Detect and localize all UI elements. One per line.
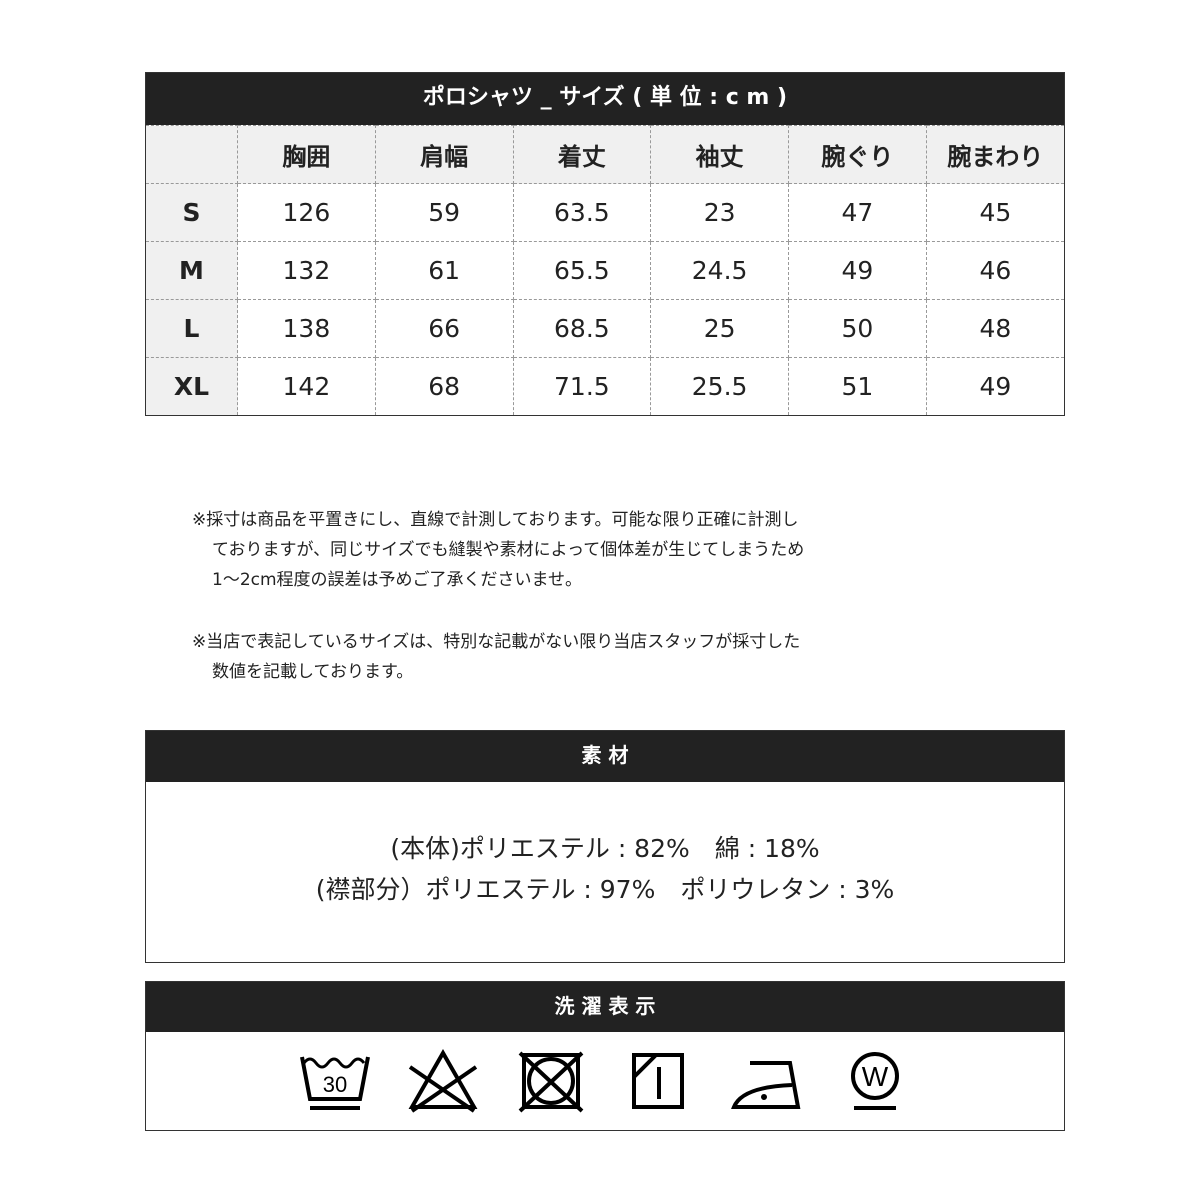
size-table-title: ポロシャツ _ サイズ ( 単 位 : c m ) — [146, 73, 1064, 125]
header-row: 胸囲 肩幅 着丈 袖丈 腕ぐり 腕まわり — [146, 125, 1064, 184]
iron-low-icon — [731, 1061, 801, 1109]
size-label: S — [146, 183, 238, 242]
table-cell: 138 — [237, 299, 376, 358]
wash-30-gentle-icon: 30 — [300, 1056, 370, 1110]
table-cell: 66 — [374, 299, 514, 358]
table-cell: 49 — [925, 357, 1064, 415]
table-cell: 23 — [650, 183, 789, 242]
note-line: 1～2cm程度の誤差は予めご了承くださいませ。 — [212, 570, 583, 590]
table-row: L 138 66 68.5 25 50 48 — [146, 299, 1064, 358]
shade-drip-dry-icon — [632, 1053, 684, 1109]
svg-text:30: 30 — [323, 1072, 347, 1097]
table-cell: 59 — [374, 183, 514, 242]
size-label: M — [146, 241, 238, 300]
note-line: ておりますが、同じサイズでも縫製や素材によって個体差が生じてしまうため — [212, 540, 805, 560]
table-cell: 46 — [925, 241, 1064, 300]
table-cell: 61 — [374, 241, 514, 300]
table-row: XL 142 68 71.5 25.5 51 49 — [146, 357, 1064, 415]
table-cell: 71.5 — [512, 357, 652, 415]
note-line: 数値を記載しております。 — [212, 662, 414, 682]
wet-clean-gentle-icon: W — [851, 1052, 899, 1110]
table-cell: 68 — [374, 357, 514, 415]
material-collar: (襟部分）ポリエステル : 97% ポリウレタン : 3% — [315, 875, 895, 904]
table-cell: 65.5 — [512, 241, 652, 300]
material-body: (本体)ポリエステル : 82% 綿 : 18% — [390, 834, 820, 863]
size-table: ポロシャツ _ サイズ ( 単 位 : c m ) 胸囲 肩幅 着丈 袖丈 腕ぐり 腕まわ… — [145, 72, 1065, 416]
note-line: ※当店で表記しているサイズは、特別な記載がない限り当店スタッフが採寸した — [192, 632, 801, 652]
table-cell: 24.5 — [650, 241, 789, 300]
table-cell: 68.5 — [512, 299, 652, 358]
size-label: XL — [146, 357, 238, 415]
no-bleach-icon — [408, 1049, 478, 1113]
table-cell: 47 — [788, 183, 927, 242]
table-cell: 51 — [788, 357, 927, 415]
svg-text:W: W — [862, 1061, 889, 1092]
note-measurement: ※採寸は商品を平置きにし、直線で計測しております。可能な限り正確に計測し ており… — [192, 505, 804, 595]
column-header: 着丈 — [512, 125, 652, 184]
column-header: 肩幅 — [374, 125, 514, 184]
table-cell: 50 — [788, 299, 927, 358]
table-cell: 25.5 — [650, 357, 789, 415]
table-cell: 49 — [788, 241, 927, 300]
note-size: ※当店で表記しているサイズは、特別な記載がない限り当店スタッフが採寸した 数値を… — [192, 627, 800, 687]
no-tumble-dry-icon — [518, 1051, 584, 1113]
table-cell: 45 — [925, 183, 1064, 242]
material-box: 素 材 (本体)ポリエステル : 82% 綿 : 18% (襟部分）ポリエステル… — [145, 730, 1065, 963]
column-header — [146, 125, 238, 184]
column-header: 腕まわり — [925, 125, 1064, 184]
table-cell: 142 — [237, 357, 376, 415]
material-title: 素 材 — [146, 731, 1064, 782]
table-row: M 132 61 65.5 24.5 49 46 — [146, 241, 1064, 300]
table-cell: 25 — [650, 299, 789, 358]
table-cell: 63.5 — [512, 183, 652, 242]
size-label: L — [146, 299, 238, 358]
care-box: 洗 濯 表 示 30 W — [145, 981, 1065, 1131]
table-cell: 126 — [237, 183, 376, 242]
table-cell: 132 — [237, 241, 376, 300]
table-cell: 48 — [925, 299, 1064, 358]
column-header: 腕ぐり — [788, 125, 927, 184]
table-row: S 126 59 63.5 23 47 45 — [146, 183, 1064, 242]
note-line: ※採寸は商品を平置きにし、直線で計測しております。可能な限り正確に計測し — [192, 510, 799, 530]
size-grid: 胸囲 肩幅 着丈 袖丈 腕ぐり 腕まわり S 126 59 63.5 23 47 45 M 132 61 65.… — [146, 125, 1064, 415]
column-header: 胸囲 — [237, 125, 376, 184]
column-header: 袖丈 — [650, 125, 789, 184]
care-title: 洗 濯 表 示 — [146, 982, 1064, 1032]
